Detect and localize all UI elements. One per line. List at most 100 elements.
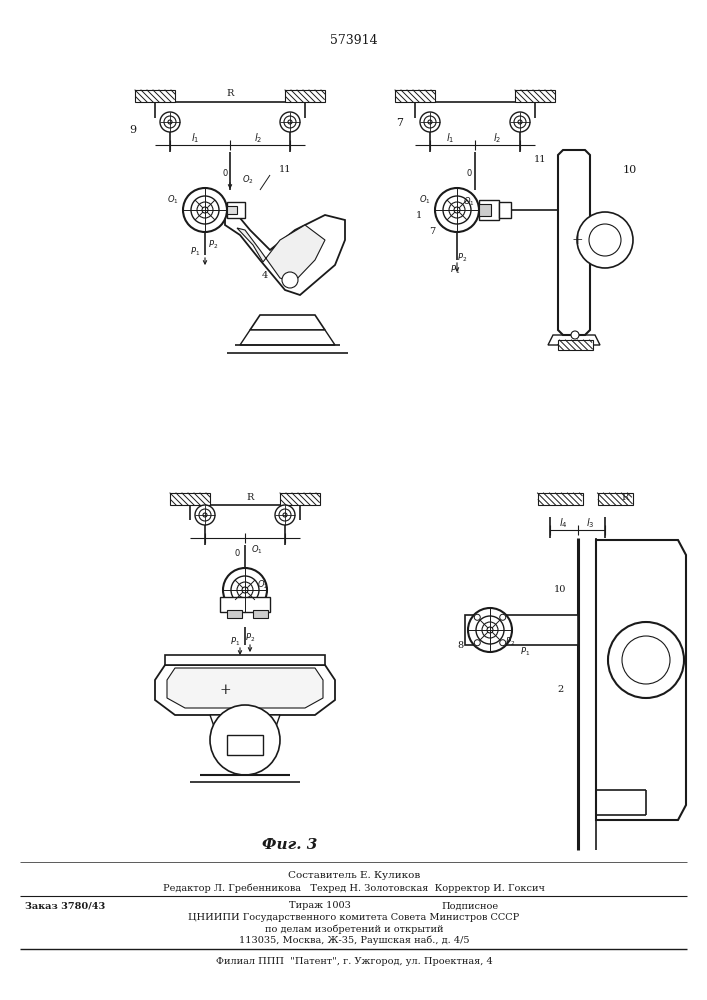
- Bar: [537, 493, 583, 505]
- Text: $O_1$: $O_1$: [251, 544, 263, 556]
- Polygon shape: [548, 335, 600, 345]
- Text: 8: 8: [457, 641, 463, 650]
- Polygon shape: [558, 150, 590, 335]
- Circle shape: [280, 112, 300, 132]
- Text: Фиг. 3: Фиг. 3: [262, 838, 317, 852]
- Text: 7: 7: [429, 228, 435, 236]
- Text: $0$: $0$: [466, 167, 472, 178]
- Text: $P_2$: $P_2$: [505, 636, 515, 648]
- Circle shape: [242, 587, 248, 593]
- Circle shape: [622, 636, 670, 684]
- Text: Филиал ППП  "Патент", г. Ужгород, ул. Проектная, 4: Филиал ППП "Патент", г. Ужгород, ул. Про…: [216, 956, 492, 966]
- Text: 2: 2: [557, 686, 563, 694]
- Circle shape: [202, 207, 208, 213]
- Bar: [285, 90, 325, 102]
- Circle shape: [500, 640, 506, 646]
- Bar: [220, 597, 270, 612]
- Bar: [227, 610, 242, 618]
- Text: $P_2$: $P_2$: [245, 632, 255, 644]
- Text: $P_1$: $P_1$: [520, 646, 530, 658]
- Circle shape: [571, 331, 579, 339]
- Text: R: R: [621, 492, 629, 502]
- Circle shape: [428, 120, 432, 124]
- Polygon shape: [250, 315, 325, 330]
- Text: $0$: $0$: [234, 546, 240, 558]
- Text: R: R: [226, 90, 234, 99]
- Circle shape: [203, 513, 207, 517]
- Circle shape: [487, 627, 493, 633]
- Text: $0$: $0$: [222, 167, 228, 178]
- Polygon shape: [210, 715, 280, 735]
- Bar: [597, 493, 633, 505]
- Text: 7: 7: [397, 118, 404, 128]
- Text: 10: 10: [554, 585, 566, 594]
- Circle shape: [424, 116, 436, 128]
- Text: $l_1$: $l_1$: [446, 131, 454, 145]
- Text: 573914: 573914: [330, 33, 378, 46]
- Bar: [479, 204, 491, 216]
- Text: $l_1$: $l_1$: [191, 131, 199, 145]
- Circle shape: [275, 505, 295, 525]
- Bar: [165, 655, 325, 665]
- Text: по делам изобретений и открытий: по делам изобретений и открытий: [264, 924, 443, 934]
- Polygon shape: [225, 215, 345, 295]
- Text: $P_1$: $P_1$: [230, 636, 240, 648]
- Circle shape: [282, 272, 298, 288]
- Text: R: R: [246, 493, 254, 502]
- Bar: [558, 340, 592, 350]
- Text: 9: 9: [129, 125, 136, 135]
- Circle shape: [168, 120, 172, 124]
- Text: $l_2$: $l_2$: [254, 131, 262, 145]
- Text: $O_2$: $O_2$: [257, 579, 269, 591]
- Circle shape: [468, 608, 512, 652]
- Circle shape: [197, 202, 213, 218]
- Circle shape: [231, 576, 259, 604]
- Circle shape: [283, 513, 287, 517]
- Text: +: +: [219, 683, 230, 697]
- Text: Подписное: Подписное: [441, 902, 498, 910]
- Circle shape: [223, 568, 267, 612]
- Bar: [465, 615, 578, 645]
- Circle shape: [237, 582, 253, 598]
- Text: 4: 4: [262, 270, 268, 279]
- Text: $O_2$: $O_2$: [242, 174, 254, 186]
- Bar: [499, 202, 511, 218]
- Bar: [479, 200, 499, 220]
- Polygon shape: [167, 668, 323, 708]
- Circle shape: [510, 112, 530, 132]
- Circle shape: [474, 640, 480, 646]
- Circle shape: [449, 202, 465, 218]
- Circle shape: [482, 622, 498, 638]
- Text: 11: 11: [534, 155, 547, 164]
- Bar: [253, 610, 268, 618]
- Bar: [280, 493, 320, 505]
- Text: 10: 10: [623, 165, 637, 175]
- Circle shape: [420, 112, 440, 132]
- Bar: [227, 735, 263, 755]
- Text: $P_1$: $P_1$: [190, 246, 200, 258]
- Circle shape: [183, 188, 227, 232]
- Text: $P_2$: $P_2$: [457, 252, 467, 264]
- Bar: [515, 90, 555, 102]
- Text: $l_3$: $l_3$: [586, 516, 595, 530]
- Circle shape: [191, 196, 219, 224]
- Circle shape: [476, 616, 504, 644]
- Circle shape: [195, 505, 215, 525]
- Text: 1: 1: [416, 211, 422, 220]
- Circle shape: [210, 705, 280, 775]
- Polygon shape: [155, 665, 335, 715]
- Circle shape: [577, 212, 633, 268]
- Bar: [170, 493, 210, 505]
- Circle shape: [288, 120, 292, 124]
- Text: $P_1$: $P_1$: [450, 264, 460, 276]
- Circle shape: [284, 116, 296, 128]
- Bar: [395, 90, 435, 102]
- Circle shape: [199, 509, 211, 521]
- Polygon shape: [596, 540, 686, 820]
- Text: $l_2$: $l_2$: [493, 131, 501, 145]
- Polygon shape: [240, 330, 335, 345]
- Circle shape: [164, 116, 176, 128]
- Text: Редактор Л. Гребенникова   Техред Н. Золотовская  Корректор И. Гоксич: Редактор Л. Гребенникова Техред Н. Золот…: [163, 883, 545, 893]
- Text: Заказ 3780/43: Заказ 3780/43: [25, 902, 105, 910]
- Circle shape: [443, 196, 471, 224]
